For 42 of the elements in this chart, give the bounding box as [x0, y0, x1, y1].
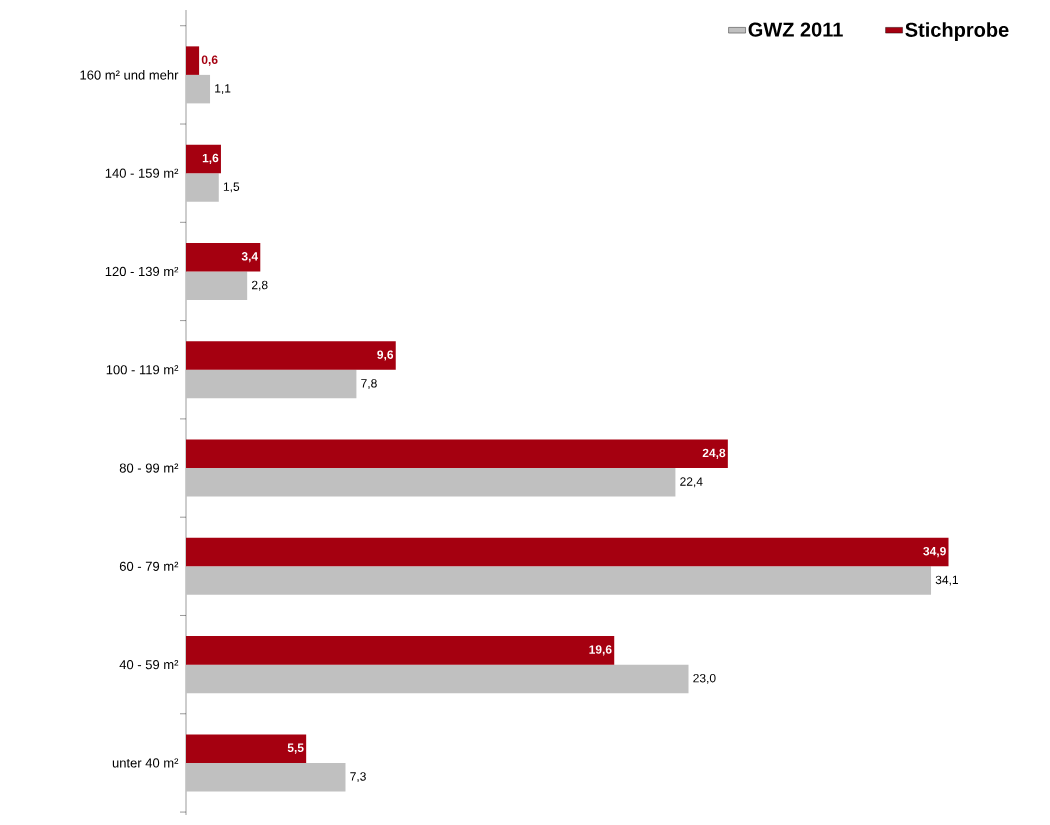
bar: [186, 74, 211, 104]
data-label: 0,6: [201, 55, 218, 66]
data-label: 34,9: [923, 546, 946, 558]
y-tick-label: 120 - 139 m²: [105, 266, 179, 277]
data-label: 5,5: [287, 743, 304, 754]
bar: [186, 144, 221, 174]
data-label: 1,6: [202, 153, 219, 165]
data-label: 34,1: [935, 575, 959, 586]
bar: [186, 636, 615, 665]
bar: [186, 173, 219, 202]
y-tick-label: 160 m² und mehr: [80, 70, 179, 80]
bar: [186, 664, 689, 694]
data-label: 3,4: [241, 252, 259, 263]
bar: [186, 566, 932, 595]
legend-label: GWZ 2011: [748, 22, 843, 37]
y-tick-label: 80 - 99 m²: [119, 463, 179, 473]
bar: [186, 734, 307, 763]
bar: [186, 537, 949, 567]
data-label: 7,3: [350, 772, 366, 783]
data-label: 9,6: [377, 350, 394, 361]
data-label: 19,6: [589, 645, 612, 656]
y-tick-label: 60 - 79 m²: [119, 561, 179, 571]
y-tick-label: unter 40 m²: [112, 758, 179, 768]
y-tick-label: 100 - 119 m²: [106, 365, 179, 375]
bar: [186, 341, 396, 370]
data-label: 1,1: [215, 84, 231, 95]
bar: [186, 762, 346, 792]
data-label: 23,0: [693, 673, 716, 684]
data-label: 1,5: [223, 182, 240, 193]
bar: [186, 369, 357, 399]
bar: [186, 242, 261, 272]
data-label: 24,8: [702, 448, 726, 459]
bar: [186, 468, 676, 497]
legend-label: Stichprobe: [905, 22, 1009, 41]
data-label: 22,4: [680, 477, 703, 488]
bar: [186, 439, 728, 469]
bar: [186, 271, 248, 300]
data-label: 7,8: [361, 379, 377, 389]
y-tick-label: 140 - 159 m²: [105, 168, 179, 178]
y-tick-label: 40 - 59 m²: [119, 660, 179, 670]
bar: [186, 46, 200, 75]
data-label: 2,8: [251, 280, 268, 291]
